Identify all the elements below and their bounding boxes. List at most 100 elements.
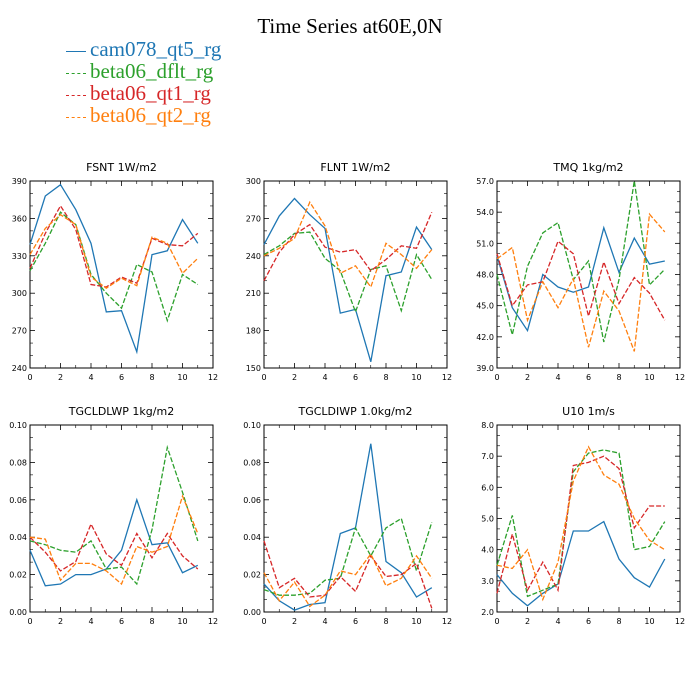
series-line-beta06-dflt-rg [263, 231, 433, 314]
y-tick-label: 51.0 [476, 239, 494, 248]
x-tick-label: 6 [353, 373, 358, 382]
x-tick-label: 12 [675, 373, 685, 382]
series-line-beta06-qt2-rg [29, 213, 199, 289]
series-line-beta06-dflt-rg [263, 517, 433, 596]
x-tick-label: 2 [525, 617, 530, 626]
y-tick-label: 0.02 [9, 571, 27, 580]
y-tick-label: 54.0 [476, 208, 494, 217]
series-line-cam078-qt5-rg [263, 443, 433, 611]
y-tick-label: 0.08 [9, 458, 27, 467]
y-tick-label: 5.0 [481, 515, 494, 524]
panel-title: FLNT 1W/m2 [320, 161, 390, 174]
plot-frame [263, 180, 448, 369]
series-line-beta06-qt2-rg [263, 552, 433, 608]
series-line-beta06-qt1-rg [496, 455, 665, 594]
y-tick-label: 6.0 [481, 483, 494, 492]
x-tick-label: 6 [353, 617, 358, 626]
x-tick-label: 0 [27, 373, 32, 382]
series-line-beta06-qt2-rg [263, 200, 433, 289]
x-tick-label: 10 [644, 373, 654, 382]
x-tick-label: 0 [494, 373, 499, 382]
x-tick-label: 10 [177, 617, 187, 626]
plot-frame [496, 180, 681, 369]
x-tick-label: 2 [525, 373, 530, 382]
x-tick-label: 8 [149, 373, 154, 382]
series-line-cam078-qt5-rg [29, 183, 199, 355]
y-tick-label: 270 [246, 214, 261, 223]
plot-frame [263, 424, 448, 613]
series-line-beta06-qt1-rg [29, 204, 199, 288]
y-tick-label: 4.0 [481, 546, 494, 555]
legend-label: cam078_qt5_rg [90, 37, 222, 61]
legend-label: beta06_dflt_rg [90, 59, 214, 83]
x-tick-label: 10 [177, 373, 187, 382]
panel-title: FSNT 1W/m2 [86, 161, 157, 174]
x-tick-label: 2 [292, 373, 297, 382]
x-tick-label: 8 [383, 617, 388, 626]
x-tick-label: 12 [442, 373, 452, 382]
x-tick-label: 10 [411, 617, 421, 626]
legend-swatch-dashed-icon [66, 116, 86, 118]
x-tick-label: 4 [88, 373, 93, 382]
x-tick-label: 8 [616, 373, 621, 382]
x-tick-label: 0 [494, 617, 499, 626]
y-tick-label: 300 [246, 177, 261, 186]
series-line-beta06-qt2-rg [496, 445, 666, 602]
y-tick-label: 3.0 [481, 577, 494, 586]
series-line-beta06-dflt-rg [496, 449, 666, 598]
y-tick-label: 0.06 [243, 496, 261, 505]
x-tick-label: 10 [411, 373, 421, 382]
panel-title: U10 1m/s [562, 405, 615, 418]
y-tick-label: 0.04 [243, 533, 261, 542]
series-line-beta06-dflt-rg [496, 180, 666, 343]
panel-title: TGCLDIWP 1.0kg/m2 [297, 405, 412, 418]
y-tick-label: 240 [246, 252, 261, 261]
x-tick-label: 12 [208, 617, 218, 626]
x-tick-label: 0 [27, 617, 32, 626]
x-tick-label: 2 [58, 373, 63, 382]
x-tick-label: 0 [261, 373, 266, 382]
x-tick-label: 4 [322, 617, 327, 626]
x-tick-label: 8 [149, 617, 154, 626]
y-tick-label: 330 [12, 252, 27, 261]
y-tick-label: 180 [246, 327, 261, 336]
legend-swatch-solid-icon [66, 50, 86, 52]
y-tick-label: 0.10 [243, 421, 261, 430]
y-tick-label: 300 [12, 289, 27, 298]
x-tick-label: 4 [322, 373, 327, 382]
y-tick-label: 0.10 [9, 421, 27, 430]
x-tick-label: 6 [119, 373, 124, 382]
x-tick-label: 8 [383, 373, 388, 382]
x-tick-label: 10 [644, 617, 654, 626]
y-tick-label: 360 [12, 214, 27, 223]
x-tick-label: 6 [586, 617, 591, 626]
y-tick-label: 7.0 [481, 452, 494, 461]
legend-swatch-dashed-icon [66, 72, 86, 74]
series-line-cam078-qt5-rg [496, 520, 666, 607]
figure-title: Time Series at60E,0N [257, 14, 443, 38]
x-tick-label: 0 [261, 617, 266, 626]
series-line-cam078-qt5-rg [263, 197, 433, 362]
legend-item-beta06-qt1: beta06_qt1_rg [66, 82, 221, 104]
plot-frame [29, 180, 214, 369]
y-tick-label: 150 [246, 364, 261, 373]
y-tick-label: 39.0 [476, 364, 494, 373]
y-tick-label: 0.02 [243, 571, 261, 580]
y-tick-label: 2.0 [481, 608, 494, 617]
series-line-beta06-qt1-rg [496, 240, 666, 321]
x-tick-label: 4 [555, 617, 560, 626]
x-tick-label: 4 [88, 617, 93, 626]
series-line-beta06-qt2-rg [496, 212, 666, 352]
y-tick-label: 57.0 [476, 177, 494, 186]
x-tick-label: 6 [119, 617, 124, 626]
y-tick-label: 390 [12, 177, 27, 186]
legend-label: beta06_qt1_rg [90, 81, 211, 105]
legend-item-cam078: cam078_qt5_rg [66, 38, 221, 60]
x-tick-label: 8 [616, 617, 621, 626]
series-line-cam078-qt5-rg [29, 497, 199, 587]
y-tick-label: 0.06 [9, 496, 27, 505]
y-tick-label: 0.04 [9, 533, 27, 542]
legend-item-beta06-qt2: beta06_qt2_rg [66, 104, 221, 126]
y-tick-label: 0.00 [243, 608, 261, 617]
